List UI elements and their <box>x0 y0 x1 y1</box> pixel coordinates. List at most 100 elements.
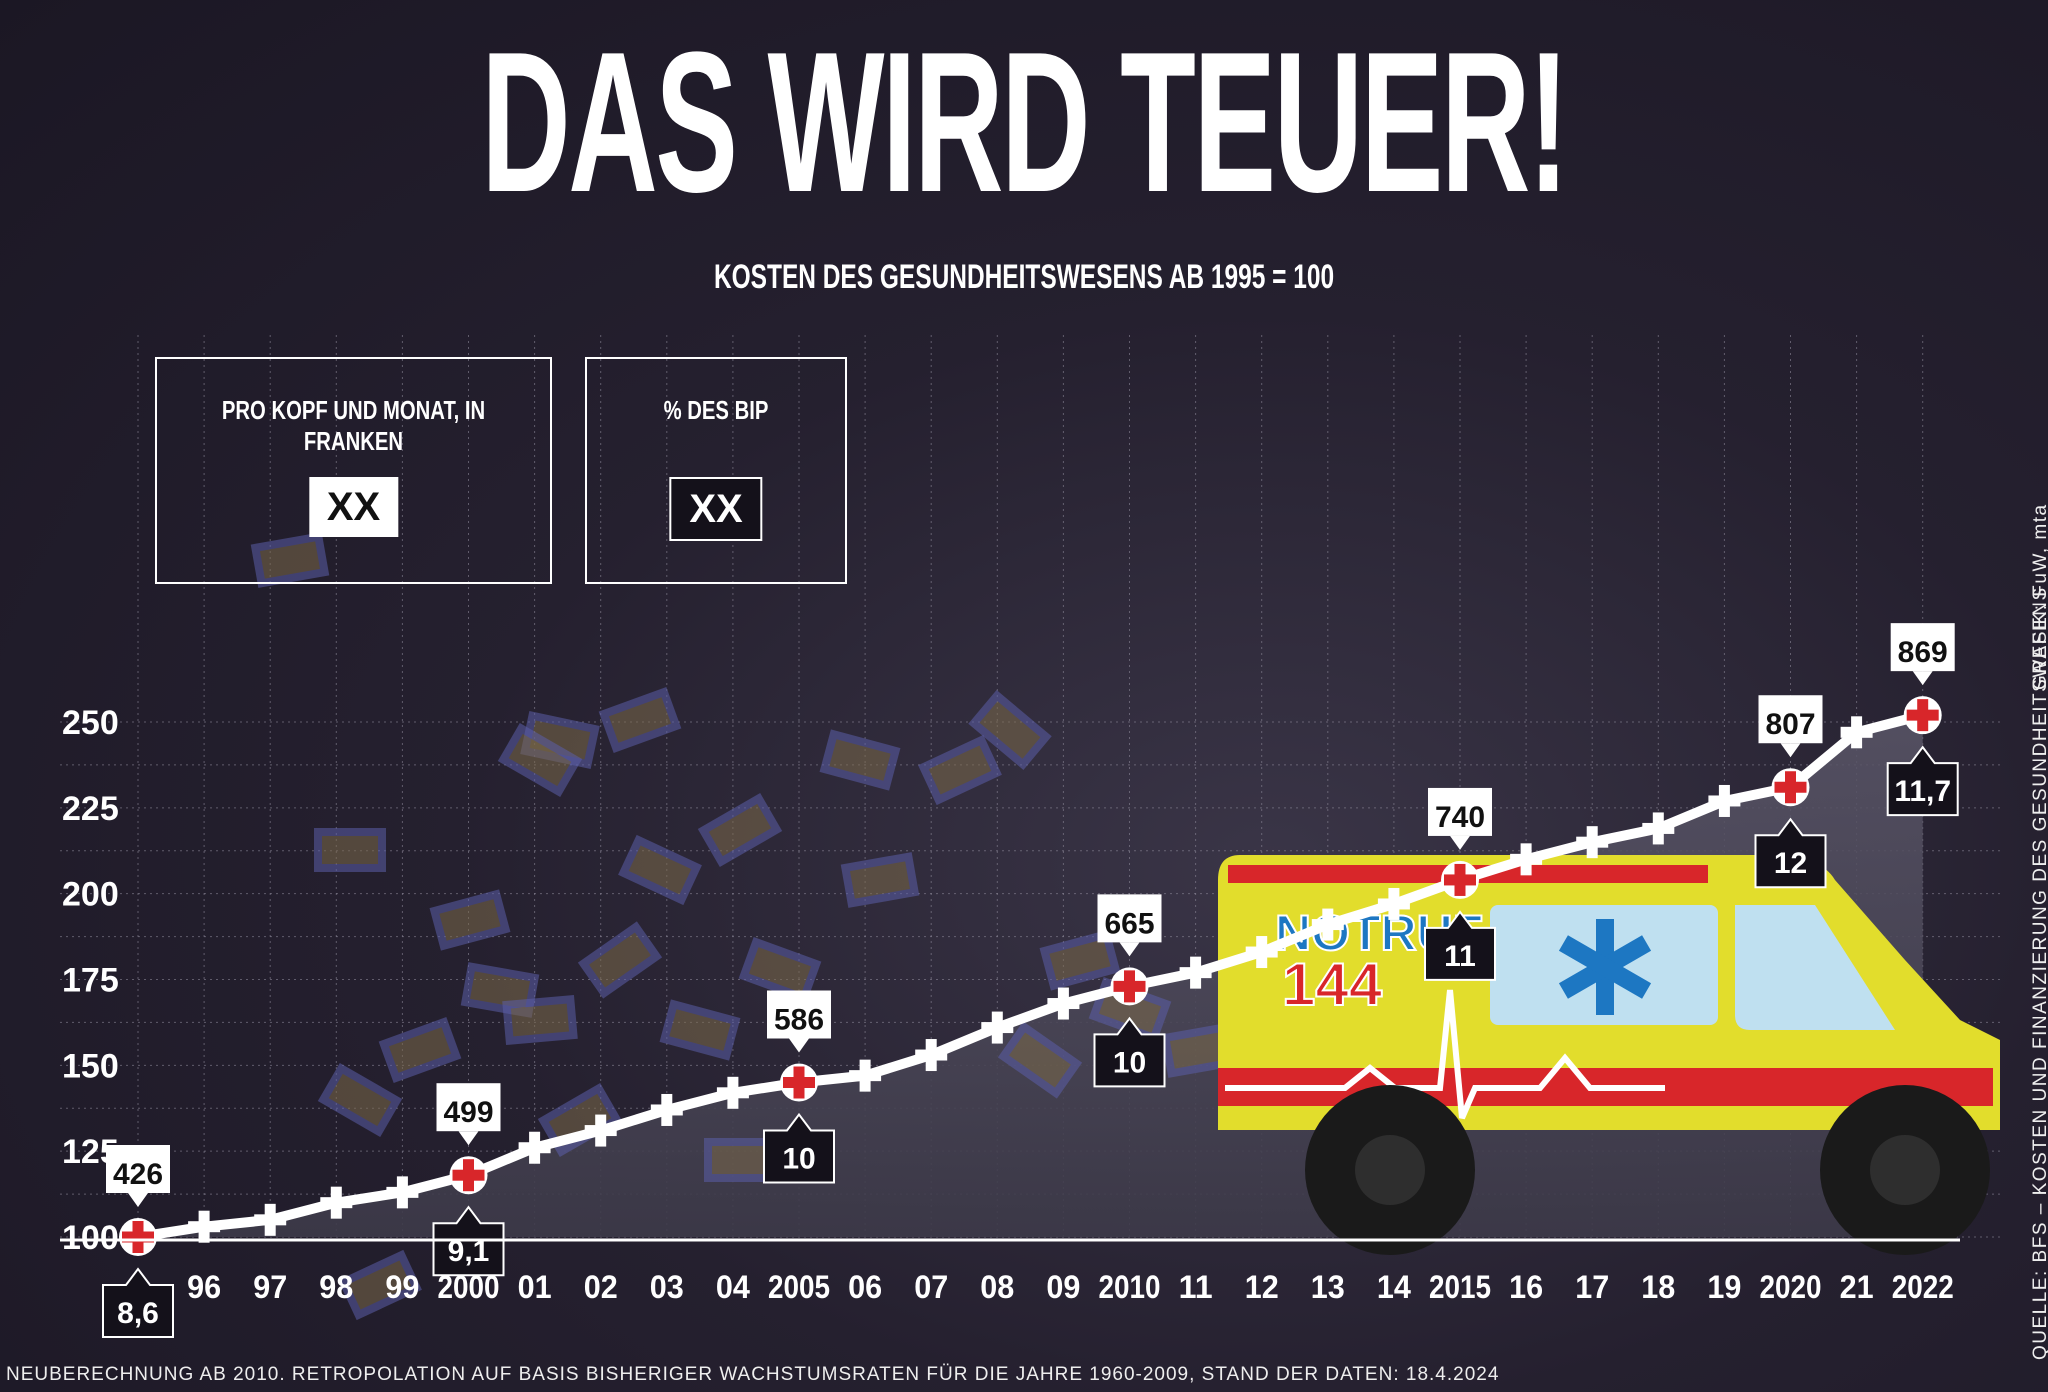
x-tick-label: 08 <box>980 1269 1014 1305</box>
x-tick-label: 03 <box>650 1269 684 1305</box>
banknote-icon <box>378 1017 462 1083</box>
x-tick-label: 06 <box>848 1269 882 1305</box>
per-capita-label: 426 <box>106 1145 170 1207</box>
x-tick-label: 07 <box>914 1269 948 1305</box>
banknote-icon <box>918 734 1002 806</box>
per-capita-value: 665 <box>1104 907 1154 940</box>
banknote-icon <box>738 937 822 1003</box>
legend-per-capita: PRO KOPF UND MONAT, IN FRANKEN XX <box>155 357 552 584</box>
y-tick-label: 125 <box>62 1133 119 1171</box>
x-tick-label: 21 <box>1840 1269 1874 1305</box>
gdp-label: 11,7 <box>1886 745 1959 817</box>
x-tick-label: 01 <box>518 1269 552 1305</box>
highlight-cross-marker <box>780 1063 818 1102</box>
per-capita-label: 665 <box>1097 894 1162 957</box>
banknote-icon <box>618 834 702 906</box>
banknote-icon <box>502 994 578 1046</box>
cross-marker <box>1840 716 1873 749</box>
gdp-value: 8,6 <box>117 1297 159 1330</box>
x-tick-label: 96 <box>187 1269 221 1305</box>
banknote-icon <box>577 921 663 999</box>
cross-marker <box>1047 987 1080 1020</box>
ambulance-ecg-line <box>1225 989 1665 1120</box>
x-tick-label: 14 <box>1377 1269 1411 1305</box>
x-tick-label: 09 <box>1046 1269 1080 1305</box>
banknote-icon <box>250 532 330 588</box>
cross-marker <box>1708 784 1741 817</box>
per-capita-value: 499 <box>443 1096 493 1129</box>
y-tick-label: 250 <box>62 704 119 742</box>
highlight-cross-marker <box>1441 860 1479 899</box>
axes: 100 125 150 175 200 225 250 96 97 98 99 2000 01 02 03 0… <box>60 704 1960 1305</box>
cross-marker <box>1311 908 1344 941</box>
x-tick-label: 16 <box>1509 1269 1543 1305</box>
gdp-value: 10 <box>1113 1046 1146 1079</box>
cross-marker <box>1576 826 1609 859</box>
cross-marker <box>584 1114 617 1147</box>
cross-marker <box>716 1076 749 1109</box>
x-tick-label: 11 <box>1179 1269 1213 1305</box>
cost-index-line <box>137 710 1924 1242</box>
highlight-cross-marker <box>1771 768 1810 807</box>
footnote: NEUBERECHNUNG AB 2010. RETROPOLATION AUF… <box>6 1364 1500 1385</box>
cross-marker <box>1377 887 1410 920</box>
cross-marker <box>1245 936 1278 969</box>
cross-marker <box>650 1093 683 1126</box>
cross-marker <box>188 1210 221 1243</box>
highlight-cross-marker <box>1110 967 1149 1006</box>
cross-marker <box>915 1039 948 1072</box>
x-tick-label: 2020 <box>1760 1269 1822 1305</box>
highlight-cross-marker <box>1903 696 1942 735</box>
x-tick-label: 13 <box>1311 1269 1345 1305</box>
highlight-cross-marker <box>119 1218 157 1256</box>
y-tick-label: 100 <box>62 1219 119 1257</box>
per-capita-value: 807 <box>1765 708 1815 741</box>
chart-subtitle: KOSTEN DES GESUNDHEITSWESENS AB 1995 = 1… <box>713 258 1335 296</box>
legend-gdp-chip: XX <box>669 477 763 541</box>
banknotes-decoration <box>250 532 1240 1321</box>
y-tick-label: 150 <box>62 1047 119 1085</box>
per-capita-value: 740 <box>1435 801 1485 834</box>
banknote-icon <box>497 722 583 798</box>
cross-marker <box>1642 812 1675 845</box>
cross-marker <box>386 1176 419 1209</box>
cross-marker <box>1179 956 1212 989</box>
per-capita-label: 869 <box>1890 623 1955 686</box>
gdp-label: 10 <box>763 1112 835 1184</box>
ambulance-label-144: 144 <box>1282 951 1383 1018</box>
banknote-icon <box>314 828 386 872</box>
x-tick-label: 04 <box>716 1269 750 1305</box>
star-of-life-icon <box>1558 919 1652 1015</box>
gdp-value: 12 <box>1774 847 1807 880</box>
legend-gdp-label: % DES BIP <box>663 395 769 425</box>
cross-marker <box>849 1059 882 1092</box>
x-tick-label: 97 <box>253 1269 287 1305</box>
x-tick-label: 99 <box>385 1269 419 1305</box>
credit-note: GRAFIK: FuW, mta <box>2030 503 2048 690</box>
legend-per-capita-chip: XX <box>308 477 399 537</box>
cross-marker <box>320 1186 353 1219</box>
banknote-icon <box>317 1062 403 1138</box>
x-tick-label: 2022 <box>1892 1269 1954 1305</box>
per-capita-label: 740 <box>1428 787 1492 850</box>
x-tick-label: 17 <box>1575 1269 1609 1305</box>
per-capita-label: 499 <box>436 1083 501 1146</box>
x-tick-label: 18 <box>1641 1269 1675 1305</box>
x-tick-label: 2005 <box>768 1269 830 1305</box>
highlight-cross-marker <box>449 1156 488 1195</box>
x-tick-label: 2015 <box>1429 1269 1491 1305</box>
gdp-value: 11 <box>1444 940 1476 973</box>
banknote-icon <box>338 1249 422 1321</box>
y-tick-label: 200 <box>62 876 119 914</box>
banknote-icon <box>1039 929 1121 991</box>
per-capita-value: 586 <box>774 1004 824 1037</box>
gdp-value: 11,7 <box>1894 775 1951 808</box>
y-tick-label: 225 <box>62 790 119 828</box>
per-capita-value: 426 <box>113 1158 163 1191</box>
banknote-icon <box>697 792 783 868</box>
data-markers <box>119 696 1942 1256</box>
per-capita-value: 869 <box>1898 636 1948 669</box>
per-capita-label: 586 <box>767 990 831 1053</box>
